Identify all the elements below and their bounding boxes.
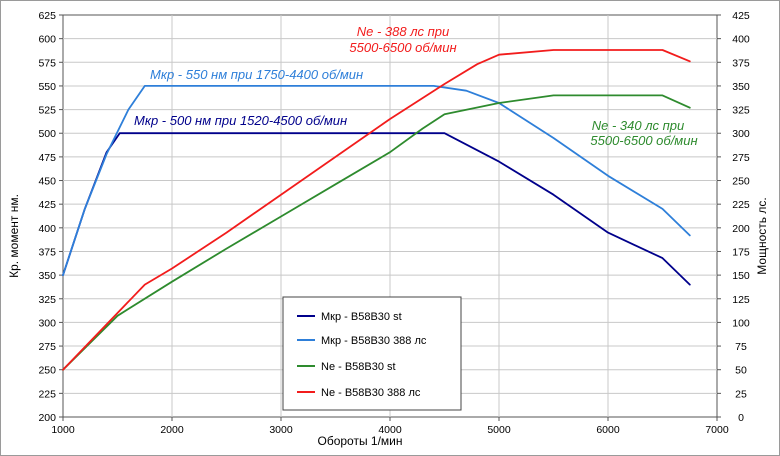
annotation-text: 5500-6500 об/мин xyxy=(349,40,456,55)
annotation-text: 5500-6500 об/мин xyxy=(590,133,697,148)
y-right-tick-label: 75 xyxy=(735,341,747,353)
y-left-tick-label: 350 xyxy=(38,270,56,282)
annotation-text: Мкр - 500 нм при 1520-4500 об/мин xyxy=(134,113,347,128)
y-right-tick-label: 350 xyxy=(732,81,750,93)
y-left-tick-label: 525 xyxy=(38,105,56,117)
y-left-tick-label: 200 xyxy=(38,412,56,424)
y-left-tick-label: 425 xyxy=(38,199,56,211)
y-left-tick-label: 375 xyxy=(38,246,56,258)
y-left-tick-label: 225 xyxy=(38,388,56,400)
annotation-text: Ne - 388 лс при xyxy=(357,24,450,39)
y-right-tick-label: 200 xyxy=(732,223,750,235)
y-right-tick-label: 325 xyxy=(732,105,750,117)
legend-label: Ne - B58B30 388 лс xyxy=(321,387,421,399)
series-line-3 xyxy=(62,94,691,371)
y-left-tick-label: 625 xyxy=(38,10,56,22)
y-right-tick-label: 300 xyxy=(732,128,750,140)
x-tick-label: 4000 xyxy=(378,424,402,436)
x-tick-label: 3000 xyxy=(269,424,293,436)
y-left-tick-label: 600 xyxy=(38,34,56,46)
legend-label: Мкр - B58B30 st xyxy=(321,311,402,323)
legend-label: Мкр - B58B30 388 лс xyxy=(321,335,427,347)
y-right-tick-label: 100 xyxy=(732,317,750,329)
y-left-tick-label: 400 xyxy=(38,223,56,235)
y-right-tick-label: 50 xyxy=(735,365,747,377)
y-left-tick-label: 575 xyxy=(38,57,56,69)
y-left-tick-label: 475 xyxy=(38,152,56,164)
y-right-tick-label: 375 xyxy=(732,57,750,69)
y-axis-right-title: Мощность лс. xyxy=(755,197,769,274)
series-line-2 xyxy=(62,85,691,277)
x-tick-label: 1000 xyxy=(51,424,75,436)
series-line-4 xyxy=(62,49,691,371)
annotation-text: Мкр - 550 нм при 1750-4400 об/мин xyxy=(150,67,363,82)
legend-label: Ne - B58B30 st xyxy=(321,361,396,373)
y-left-tick-label: 500 xyxy=(38,128,56,140)
y-right-tick-label: 150 xyxy=(732,270,750,282)
y-left-tick-label: 550 xyxy=(38,81,56,93)
x-tick-label: 2000 xyxy=(160,424,184,436)
x-axis-title: Обороты 1/мин xyxy=(317,434,402,448)
x-tick-label: 6000 xyxy=(596,424,620,436)
y-left-tick-label: 275 xyxy=(38,341,56,353)
annotation-text: Ne - 340 лс при xyxy=(592,118,685,133)
y-right-tick-label: 175 xyxy=(732,246,750,258)
tick-labels: 2002252502753003253503754004254504755005… xyxy=(38,10,749,436)
y-right-tick-label: 125 xyxy=(732,294,750,306)
y-left-tick-label: 325 xyxy=(38,294,56,306)
y-right-tick-label: 0 xyxy=(738,412,744,424)
y-left-tick-label: 450 xyxy=(38,176,56,188)
x-tick-label: 5000 xyxy=(487,424,511,436)
y-right-tick-label: 250 xyxy=(732,176,750,188)
y-right-tick-label: 25 xyxy=(735,388,747,400)
legend: Мкр - B58B30 st Мкр - B58B30 388 лс Ne - B… xyxy=(282,296,462,411)
y-left-tick-label: 300 xyxy=(38,317,56,329)
y-right-tick-label: 400 xyxy=(732,34,750,46)
y-right-tick-label: 275 xyxy=(732,152,750,164)
series-lines xyxy=(62,49,691,371)
y-right-tick-label: 225 xyxy=(732,199,750,211)
y-right-tick-label: 425 xyxy=(732,10,750,22)
y-axis-left-title: Кр. момент нм. xyxy=(7,194,21,278)
x-tick-label: 7000 xyxy=(705,424,729,436)
y-left-tick-label: 250 xyxy=(38,365,56,377)
